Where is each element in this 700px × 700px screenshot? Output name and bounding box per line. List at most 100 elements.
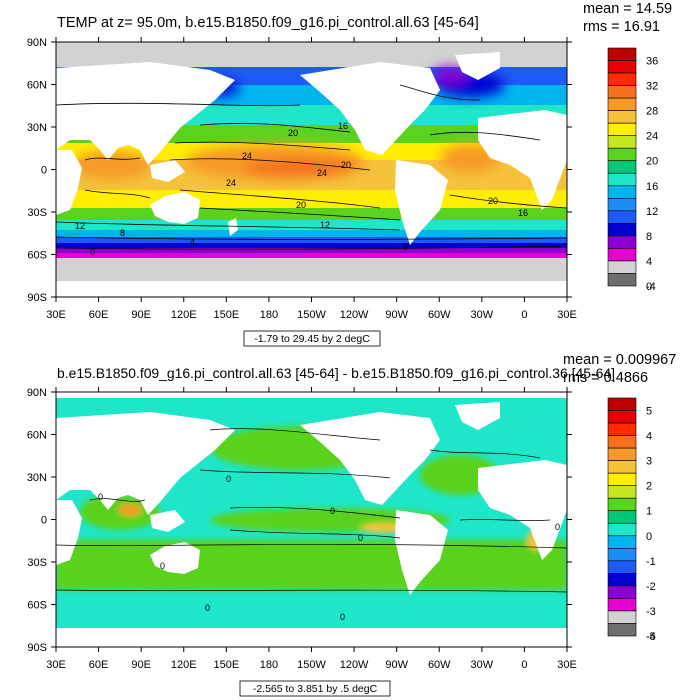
land-africa-west bbox=[478, 460, 567, 560]
colorbar-swatch bbox=[607, 410, 637, 424]
contour-line bbox=[179, 189, 381, 209]
colorbar-swatch bbox=[607, 472, 637, 486]
x-tick-label: 150E bbox=[213, 659, 239, 671]
contour-label: 0 bbox=[90, 247, 95, 257]
colorbar-swatch bbox=[607, 160, 637, 174]
arctic-mask bbox=[56, 392, 567, 398]
y-tick-label: 60N bbox=[27, 80, 47, 92]
x-tick-label: 0 bbox=[521, 309, 527, 321]
y-tick-label: 90N bbox=[27, 37, 47, 49]
contour-line bbox=[84, 157, 141, 161]
contour-label: 16 bbox=[518, 208, 528, 218]
colorbar-label: 4 bbox=[646, 256, 652, 268]
x-tick-label: 180 bbox=[260, 309, 278, 321]
colorbar-label: 4 bbox=[646, 431, 652, 443]
land-maritime bbox=[150, 510, 185, 532]
colorbar-swatch bbox=[607, 185, 637, 199]
colorbar-swatch bbox=[607, 598, 637, 612]
colorbar-swatch bbox=[607, 422, 637, 436]
band-south-magenta bbox=[56, 253, 567, 258]
contour-line bbox=[209, 428, 381, 441]
colorbar-swatch bbox=[607, 522, 637, 537]
contour-line bbox=[56, 245, 567, 250]
colorbar-swatch bbox=[607, 135, 637, 149]
colorbar-label: 0 bbox=[646, 281, 652, 293]
contour-label: 0 bbox=[205, 603, 210, 613]
bay-bengal-hot bbox=[118, 504, 142, 516]
land-africa-east bbox=[56, 500, 82, 565]
land-greenland bbox=[455, 52, 500, 80]
x-tick-label: 120E bbox=[171, 659, 197, 671]
colorbar-label: -2 bbox=[646, 581, 656, 593]
x-tick-label: 90E bbox=[131, 309, 151, 321]
panel-1-y-axis: 90N 60N 30N 0 30S 60S 90S bbox=[27, 37, 572, 304]
colorbar-label: 20 bbox=[646, 156, 658, 168]
colorbar-label: 12 bbox=[646, 206, 658, 218]
colorbar-swatch bbox=[607, 97, 637, 111]
x-tick-label: 150W bbox=[297, 309, 326, 321]
land-masses-2 bbox=[56, 402, 567, 595]
x-tick-label: 150E bbox=[213, 309, 239, 321]
contour-label: 20 bbox=[341, 160, 351, 170]
contour-label: 4 bbox=[190, 237, 195, 247]
contour-line bbox=[56, 543, 567, 549]
colorbar-swatch bbox=[607, 447, 637, 461]
contour-line bbox=[459, 519, 551, 521]
x-tick-label: 60W bbox=[428, 659, 451, 671]
colorbar-swatch bbox=[607, 147, 637, 162]
land-eurasia bbox=[56, 412, 235, 515]
colorbar-label: -4 bbox=[646, 631, 656, 643]
contour-line bbox=[429, 131, 541, 141]
land-greenland bbox=[455, 402, 500, 430]
contour-label: 8 bbox=[120, 228, 125, 238]
panel-2-map: 0 0 0 0 0 0 0 0 bbox=[56, 392, 567, 647]
panel-2: b.e15.B1850.f09_g16.pi_control.all.63 [4… bbox=[27, 352, 676, 697]
colorbar-swatch bbox=[607, 548, 637, 562]
band-south-deep bbox=[56, 243, 567, 248]
panel-1-contours bbox=[56, 84, 567, 250]
colorbar-swatch bbox=[607, 72, 637, 86]
x-tick-label: 60E bbox=[89, 659, 109, 671]
x-tick-label: 90E bbox=[131, 659, 151, 671]
contour-label: 20 bbox=[288, 128, 298, 138]
colorbar-swatch bbox=[607, 623, 637, 637]
colorbar-swatch bbox=[607, 610, 637, 624]
colorbar-label: 3 bbox=[646, 456, 652, 468]
y-tick-label: 60N bbox=[27, 430, 47, 442]
panel-1-mean: mean = 14.59 bbox=[583, 1, 672, 17]
x-tick-label: 180 bbox=[260, 659, 278, 671]
panel-2-y-axis: 90N 60N 30N 0 30S 60S 90S bbox=[27, 387, 572, 654]
colorbar-swatch bbox=[607, 560, 637, 574]
land-masses bbox=[56, 52, 567, 245]
panel-2-mean: mean = 0.009967 bbox=[563, 352, 676, 368]
x-tick-label: 120W bbox=[340, 309, 369, 321]
y-tick-label: 60S bbox=[27, 250, 47, 262]
land-eurasia bbox=[56, 62, 235, 165]
contour-label: 24 bbox=[226, 178, 236, 188]
colorbar-swatch bbox=[607, 510, 637, 524]
panel-2-colorbar: 5 4 3 2 1 0 -1 -2 -3 -4-5 bbox=[607, 397, 656, 643]
antarctic-mask bbox=[56, 628, 567, 647]
colorbar-swatch bbox=[607, 235, 637, 249]
contour-label: 24 bbox=[242, 151, 252, 161]
x-tick-label: 60W bbox=[428, 309, 451, 321]
y-tick-label: 0 bbox=[41, 165, 47, 177]
colorbar-swatch bbox=[607, 248, 637, 262]
y-tick-label: 30S bbox=[27, 207, 47, 219]
contour-line bbox=[89, 498, 146, 502]
land-south-america bbox=[395, 510, 448, 595]
x-tick-label: 150W bbox=[297, 659, 326, 671]
panel-2-contours bbox=[56, 428, 567, 593]
x-tick-label: 30E bbox=[557, 659, 577, 671]
panel-1-range-label-box: -1.79 to 29.45 by 2 degC bbox=[243, 330, 381, 347]
colorbar-swatch bbox=[607, 397, 637, 411]
x-tick-label: 30E bbox=[46, 309, 66, 321]
y-tick-label: 60S bbox=[27, 600, 47, 612]
panel-1: TEMP at z= 95.0m, b.e15.B1850.f09_g16.pi… bbox=[27, 1, 672, 347]
x-tick-label: 30E bbox=[557, 309, 577, 321]
contour-label: 8 bbox=[403, 242, 408, 252]
colorbar-label: 24 bbox=[646, 131, 658, 143]
colorbar-swatch bbox=[607, 435, 637, 449]
y-tick-label: 30N bbox=[27, 472, 47, 484]
